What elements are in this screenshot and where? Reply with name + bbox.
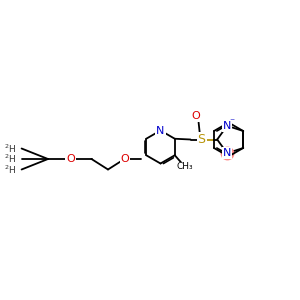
Text: CH₃: CH₃ [176, 163, 193, 172]
Text: $^2$H: $^2$H [4, 163, 16, 176]
Text: $^2$H: $^2$H [4, 153, 16, 165]
Text: N: N [156, 125, 165, 136]
Text: O: O [191, 111, 200, 122]
Text: O: O [66, 154, 75, 164]
Text: N: N [223, 148, 231, 158]
Text: S: S [198, 133, 206, 146]
Text: $^2$H: $^2$H [4, 142, 16, 155]
Text: N: N [223, 121, 231, 131]
Text: O: O [121, 154, 130, 164]
Text: ⁻: ⁻ [229, 117, 234, 127]
